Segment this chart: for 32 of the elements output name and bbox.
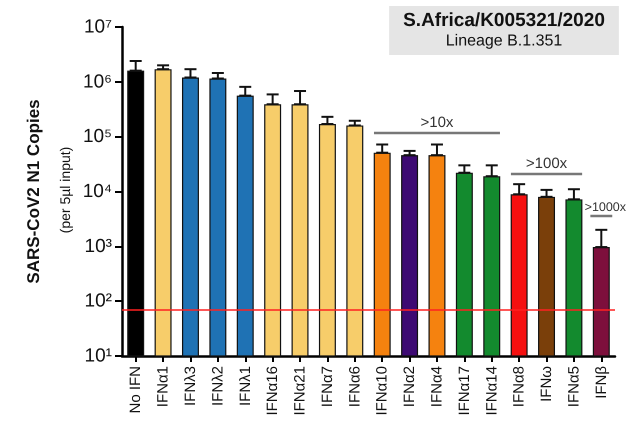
x-tick-label: IFNα7 bbox=[318, 366, 336, 408]
annotation: >1000x bbox=[584, 200, 627, 214]
x-tick-label: IFNα14 bbox=[483, 366, 500, 416]
x-tick-label: IFNλ3 bbox=[182, 366, 199, 406]
x-tick-label: IFNα10 bbox=[374, 366, 391, 416]
x-tick-label: IFNα16 bbox=[264, 366, 282, 416]
x-tick-label: IFNα17 bbox=[456, 366, 473, 416]
x-tick-label: IFNα5 bbox=[565, 366, 582, 408]
x-tick-label: No IFN bbox=[127, 366, 144, 414]
annotation: >10x bbox=[420, 114, 454, 131]
y-tick-label: 10² bbox=[84, 290, 112, 312]
y-tick-label: 10¹ bbox=[84, 346, 112, 366]
y-tick-label: 10⁶ bbox=[83, 71, 112, 92]
x-tick-label: IFNα8 bbox=[510, 366, 528, 408]
annotation: >100x bbox=[526, 155, 568, 172]
x-tick-label: IFNα1 bbox=[154, 366, 172, 408]
x-tick-label: IFNλ2 bbox=[209, 366, 226, 406]
x-tick-label: IFNα21 bbox=[292, 366, 309, 416]
y-tick-label: 10³ bbox=[84, 236, 112, 257]
x-tick-label: IFNα2 bbox=[401, 366, 418, 408]
y-tick-label: 10⁴ bbox=[82, 181, 112, 202]
x-tick-label: IFNλ1 bbox=[236, 366, 254, 406]
x-tick-label: IFNα4 bbox=[428, 366, 446, 408]
chart-subtitle: Lineage B.1.351 bbox=[446, 32, 562, 50]
x-tick-label: IFNα6 bbox=[346, 366, 364, 408]
text: (per 5µl input) bbox=[57, 146, 73, 234]
y-tick-label: 10⁵ bbox=[82, 126, 112, 148]
chart-title: S.Africa/K005321/2020 bbox=[403, 10, 605, 31]
x-tick-label: IFNω bbox=[538, 366, 556, 402]
y-axis-title: SARS-CoV2 N1 Copies bbox=[24, 99, 43, 284]
x-tick-label: IFNβ bbox=[592, 366, 610, 399]
y-tick-label: 10⁷ bbox=[84, 16, 112, 38]
